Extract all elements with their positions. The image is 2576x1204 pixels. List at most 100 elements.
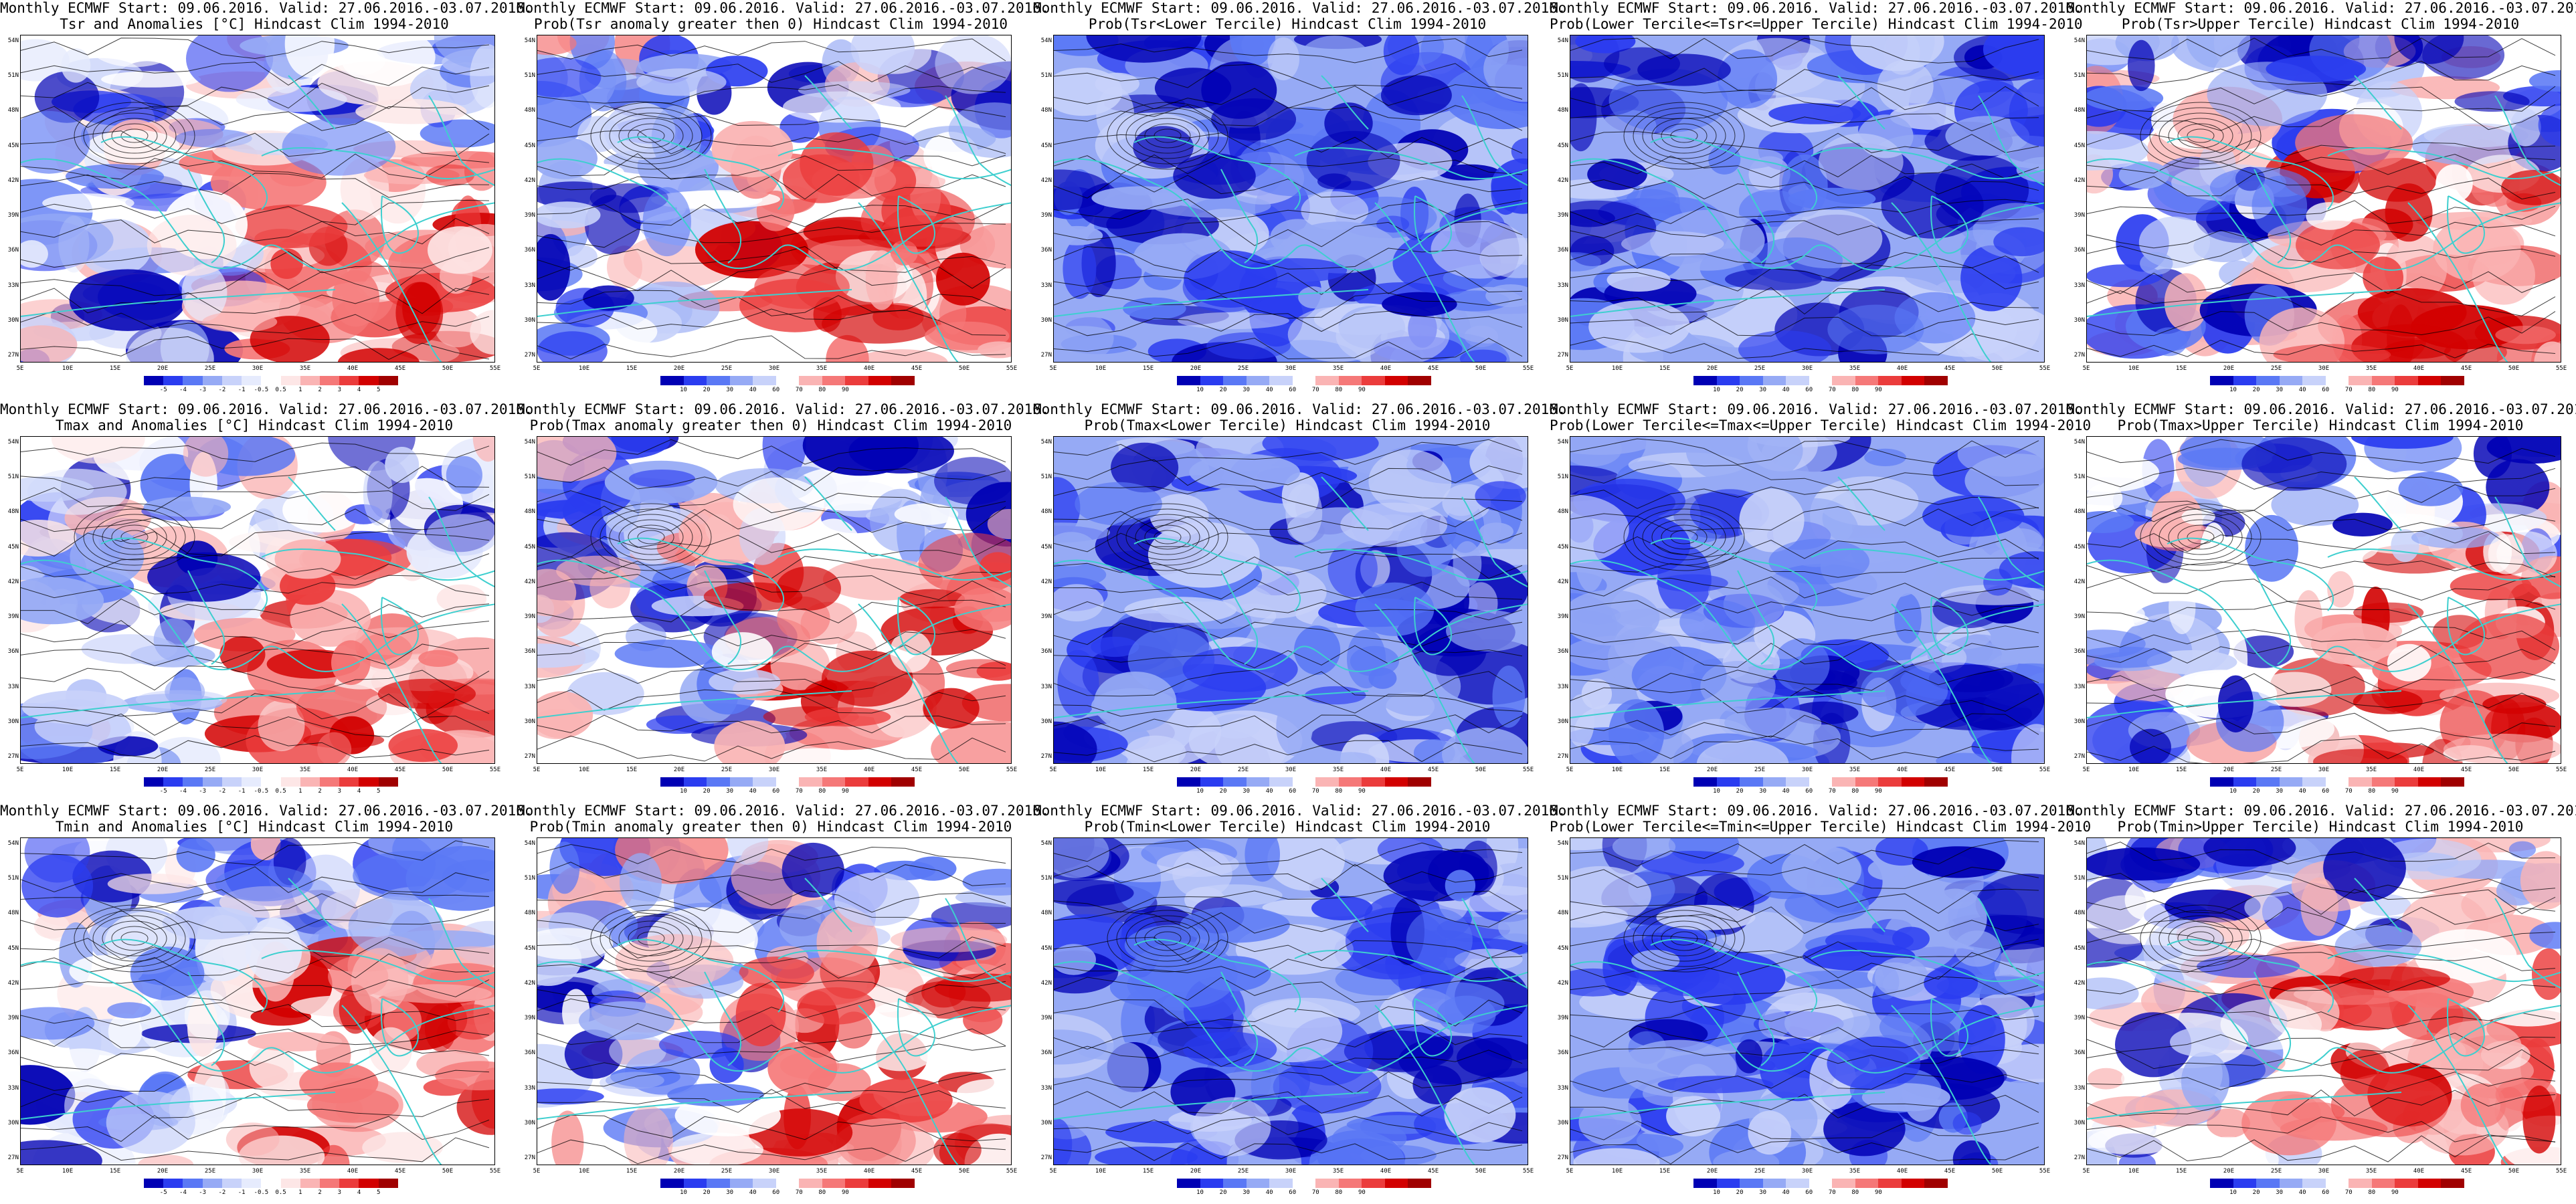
panel-title: Monthly ECMWF Start: 09.06.2016. Valid: … bbox=[1033, 803, 1566, 835]
colorbar-cell bbox=[1292, 376, 1316, 385]
lon-label: 5E bbox=[1566, 767, 1574, 773]
colorbar-cell bbox=[2371, 777, 2395, 787]
colorbar-cell bbox=[1855, 1179, 1879, 1188]
colorbar-tick: 80 bbox=[2368, 387, 2376, 393]
colorbar-cell bbox=[2325, 376, 2349, 385]
colorbar-tick: 10 bbox=[2229, 1189, 2237, 1196]
lon-label: 35E bbox=[299, 767, 311, 773]
colorbar-cell bbox=[1740, 376, 1763, 385]
lon-label: 40E bbox=[1896, 767, 1908, 773]
lat-label: 48N bbox=[1557, 107, 1568, 114]
lat-label: 51N bbox=[524, 474, 535, 481]
lon-label: 45E bbox=[394, 767, 406, 773]
map-panel-tmax-upper: Monthly ECMWF Start: 09.06.2016. Valid: … bbox=[2066, 401, 2576, 796]
lon-label: 20E bbox=[157, 767, 169, 773]
lat-label: 27N bbox=[2074, 352, 2085, 359]
map-field bbox=[2086, 436, 2561, 764]
colorbar-tick: 20 bbox=[2252, 1189, 2260, 1196]
colorbar-cell bbox=[1809, 1179, 1833, 1188]
colorbar-cell bbox=[378, 376, 398, 385]
lat-label: 27N bbox=[524, 753, 535, 760]
lon-label: 10E bbox=[578, 1168, 590, 1175]
colorbar-tick: -2 bbox=[218, 1189, 226, 1196]
lon-label: 50E bbox=[1475, 767, 1487, 773]
colorbar-cell bbox=[1832, 777, 1855, 787]
colorbar-cell bbox=[1177, 1179, 1200, 1188]
lat-label: 39N bbox=[524, 613, 535, 621]
lon-label: 55E bbox=[1006, 767, 1018, 773]
map-shading bbox=[2087, 838, 2561, 1165]
colorbar-cell bbox=[2395, 1179, 2418, 1188]
lat-label: 36N bbox=[2074, 247, 2085, 254]
lon-label: 20E bbox=[1706, 767, 1718, 773]
panel-title-line1: Monthly ECMWF Start: 09.06.2016. Valid: … bbox=[2066, 803, 2576, 819]
lon-label: 45E bbox=[2460, 365, 2472, 372]
lon-label: 5E bbox=[2082, 365, 2090, 372]
colorbar-cell bbox=[1223, 777, 1247, 787]
lat-label: 36N bbox=[1040, 247, 1052, 254]
colorbar-cell bbox=[729, 376, 753, 385]
map-shading bbox=[2087, 437, 2561, 763]
colorbar-cell bbox=[868, 376, 892, 385]
colorbar-tick: 60 bbox=[1289, 387, 1297, 393]
lon-label: 35E bbox=[299, 1168, 311, 1175]
lon-label: 10E bbox=[62, 365, 74, 372]
lat-label: 42N bbox=[524, 578, 535, 585]
colorbar-tick: 30 bbox=[1243, 1189, 1251, 1196]
lat-label: 45N bbox=[1040, 142, 1052, 149]
map-shading bbox=[1054, 838, 1528, 1165]
colorbar-cell bbox=[163, 1179, 183, 1188]
colorbar-cell bbox=[1246, 777, 1270, 787]
lon-label: 30E bbox=[768, 365, 780, 372]
colorbar-cell bbox=[891, 1179, 915, 1188]
panel-title: Monthly ECMWF Start: 09.06.2016. Valid: … bbox=[1033, 0, 1566, 32]
map-panel-tmax-prob-pos: Monthly ECMWF Start: 09.06.2016. Valid: … bbox=[517, 401, 1050, 796]
lon-label: 35E bbox=[1849, 767, 1861, 773]
map-panel-tsr-lower: Monthly ECMWF Start: 09.06.2016. Valid: … bbox=[1033, 0, 1566, 395]
colorbar bbox=[144, 777, 398, 787]
colorbar-cell bbox=[339, 376, 359, 385]
lon-label: 25E bbox=[721, 1168, 733, 1175]
map-panel-tsr-upper: Monthly ECMWF Start: 09.06.2016. Valid: … bbox=[2066, 0, 2576, 395]
colorbar-tick: 70 bbox=[795, 788, 803, 795]
colorbar-tick: 30 bbox=[1243, 387, 1251, 393]
colorbar-cell bbox=[1716, 376, 1740, 385]
colorbar-cell bbox=[2325, 1179, 2349, 1188]
lon-label: 30E bbox=[252, 767, 264, 773]
colorbar-tick: 20 bbox=[2252, 788, 2260, 795]
lat-label: 54N bbox=[7, 439, 19, 445]
lat-label: 54N bbox=[1557, 37, 1568, 44]
lat-label: 39N bbox=[1557, 1015, 1568, 1022]
lon-label: 50E bbox=[2508, 365, 2520, 372]
colorbar-cell bbox=[1315, 777, 1339, 787]
lat-label: 30N bbox=[524, 316, 535, 324]
colorbar-tick: 80 bbox=[818, 1189, 826, 1196]
lat-label: 54N bbox=[1040, 37, 1052, 44]
colorbar-cell bbox=[1740, 1179, 1763, 1188]
colorbar-tick: -4 bbox=[179, 788, 187, 795]
panel-title: Monthly ECMWF Start: 09.06.2016. Valid: … bbox=[517, 401, 1050, 433]
colorbar-tick: 40 bbox=[749, 1189, 757, 1196]
panel-title: Monthly ECMWF Start: 09.06.2016. Valid: … bbox=[2066, 0, 2576, 32]
map-panel-tsr-anom: Monthly ECMWF Start: 09.06.2016. Valid: … bbox=[0, 0, 533, 395]
colorbar-cell bbox=[378, 1179, 398, 1188]
colorbar-cell bbox=[707, 1179, 730, 1188]
colorbar-tick: 40 bbox=[1265, 387, 1273, 393]
colorbar-cell bbox=[1809, 777, 1833, 787]
colorbar-tick: 20 bbox=[703, 788, 711, 795]
colorbar-tick: 70 bbox=[2344, 1189, 2353, 1196]
colorbar-cell bbox=[775, 376, 800, 385]
lat-label: 48N bbox=[7, 910, 19, 917]
colorbar-tick: 5 bbox=[377, 788, 381, 795]
colorbar-cell bbox=[2233, 1179, 2257, 1188]
colorbar-cell bbox=[891, 777, 915, 787]
lat-label: 30N bbox=[2074, 316, 2085, 324]
lon-label: 25E bbox=[1237, 1168, 1249, 1175]
lat-label: 33N bbox=[2074, 1084, 2085, 1092]
map-shading bbox=[537, 838, 1011, 1165]
colorbar-tick: 90 bbox=[1358, 387, 1366, 393]
colorbar-tick: 70 bbox=[1828, 387, 1836, 393]
lat-label: 45N bbox=[1557, 142, 1568, 149]
lon-label: 5E bbox=[1566, 1168, 1574, 1175]
colorbar-tick: -5 bbox=[159, 387, 167, 393]
